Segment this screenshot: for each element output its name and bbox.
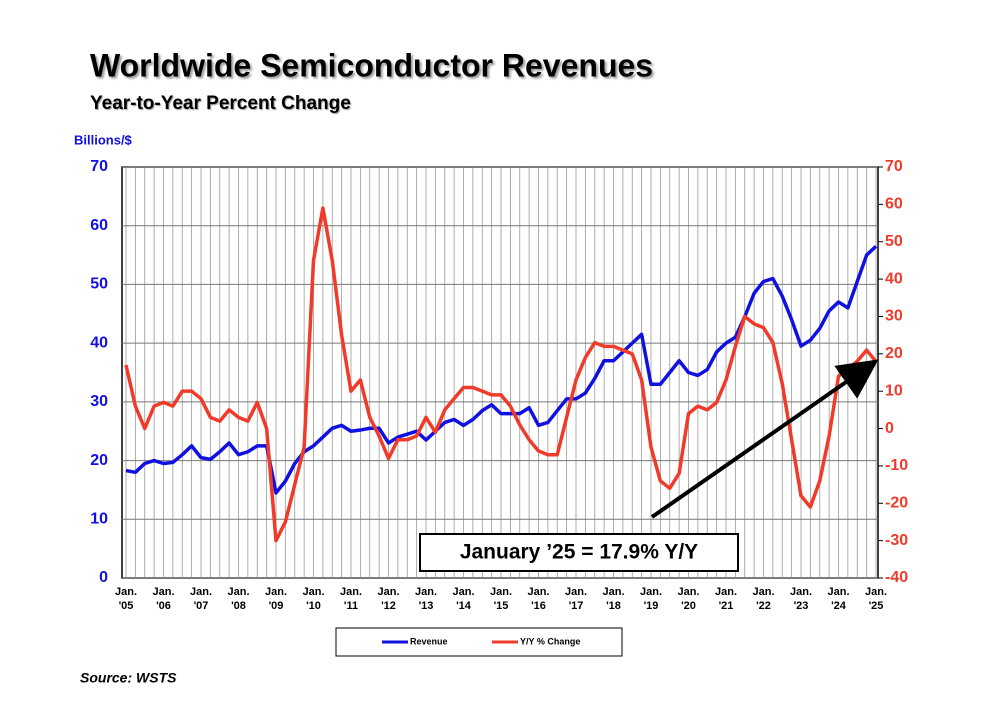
y2-tick-label: -20 [885,494,908,511]
x-tick-label: Jan. '12 [377,586,399,612]
series-line [124,206,878,543]
legend-items: Revenue Y/Y % Change [382,636,580,646]
x-tick-label: Jan. '17 [565,586,587,612]
x-tick-label: Jan. '16 [527,586,549,612]
legend-label: Revenue [410,636,448,646]
grid [122,166,878,579]
y-tick-label: 40 [90,334,108,351]
y2-tick-label: 60 [885,196,903,213]
lines [124,206,878,543]
y2-tick-label: -10 [885,457,908,474]
x-tick-label: Jan. '13 [415,586,437,612]
y-tick-label: 0 [99,569,108,586]
series-line [125,244,878,495]
y-tick-label: 50 [90,276,108,293]
x-tick-label: Jan. '21 [715,586,737,612]
arrow [650,359,879,519]
y2-tick-label: -30 [885,532,908,549]
y2-tick-label: 10 [885,382,903,399]
x-tick-label: Jan. '10 [302,586,324,612]
x-tick-label: Jan. '07 [190,586,212,612]
y2-tick-label: 40 [885,270,903,287]
y-tick-label: 60 [90,217,108,234]
x-tick-label: Jan. '20 [677,586,699,612]
y2-tick-label: 50 [885,233,903,250]
y2-tick-label: -40 [885,569,908,586]
annotation: January ’25 = 17.9% Y/Y [460,541,698,564]
x-tick-label: Jan. '18 [602,586,624,612]
x-tick-label: Jan. '19 [640,586,662,612]
x-tick-label: Jan. '08 [227,586,249,612]
plot-frame [121,166,879,579]
x-tick-label: Jan. '23 [790,586,812,612]
y-tick-label: 20 [90,452,108,469]
chart-subtitle: Year-to-Year Percent Change [90,93,351,114]
y2-tick-label: 20 [885,345,903,362]
y-tick-label: 30 [90,393,108,410]
x-tick-label: Jan. '15 [490,586,512,612]
y-axis-label: Billions/$ [74,132,133,147]
y2-tick-label: 0 [885,420,894,437]
y-tick-label: 70 [90,158,108,175]
x-tick-label: Jan. '09 [265,586,287,612]
chart-title: Worldwide Semiconductor Revenues [90,47,653,83]
x-tick-label: Jan. '25 [865,586,887,612]
x-tick-label: Jan. '05 [115,586,137,612]
x-tick-label: Jan. '22 [752,586,774,612]
annotation-box [419,533,739,572]
y2-tick-label: 30 [885,308,903,325]
y2-tick-label: 70 [885,158,903,175]
source: Source: WSTS [80,670,177,686]
x-tick-label: Jan. '06 [152,586,174,612]
x-tick-label: Jan. '24 [827,586,849,612]
x-tick-label: Jan. '14 [452,586,474,612]
x-tick-label: Jan. '11 [340,586,362,612]
y-tick-label: 10 [90,511,108,528]
legend-label: Y/Y % Change [520,636,580,646]
